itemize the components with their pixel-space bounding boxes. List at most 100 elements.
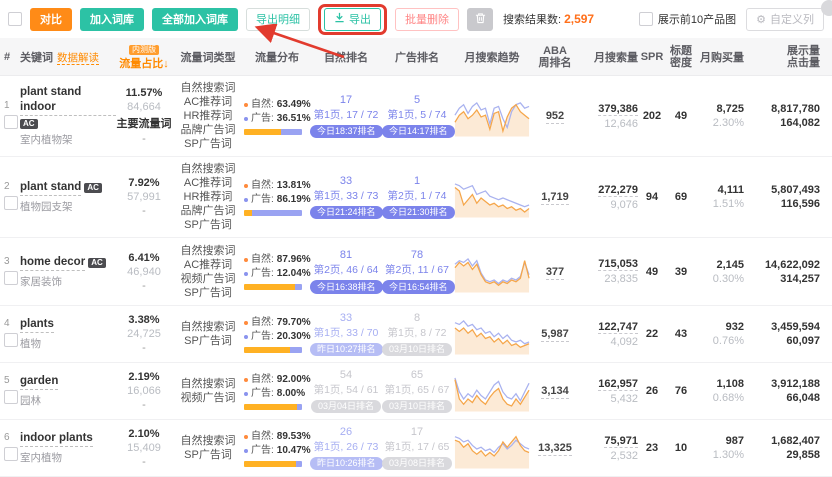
keyword-link[interactable]: plant stand indoor bbox=[20, 85, 116, 116]
volume-value[interactable]: 162,957 bbox=[598, 377, 638, 391]
row-checkbox[interactable] bbox=[4, 270, 18, 285]
table-row: 4 plants 植物 3.38% 24,725 - 自然搜索词 SP广告词 自然… bbox=[0, 306, 832, 363]
row-checkbox[interactable] bbox=[4, 196, 18, 210]
result-count-value: 2,597 bbox=[564, 12, 595, 26]
aba-rank-value[interactable]: 952 bbox=[545, 110, 565, 124]
purchase-rate: 2.30% bbox=[712, 117, 744, 129]
help-bubble[interactable] bbox=[821, 0, 832, 16]
ad-rank-time-badge[interactable]: 今日16:54排名 bbox=[382, 280, 455, 294]
volume-value[interactable]: 715,053 bbox=[598, 258, 638, 271]
traffic-type: AC推荐词 bbox=[183, 177, 233, 189]
keyword-link[interactable]: garden bbox=[20, 374, 59, 390]
organic-rank-time-badge[interactable]: 今日21:24排名 bbox=[310, 205, 383, 220]
organic-dist-label: 自然: bbox=[251, 98, 274, 110]
download-icon bbox=[334, 12, 345, 26]
ad-dist-pct: 12.04% bbox=[276, 268, 311, 279]
organic-dist-label: 自然: bbox=[251, 373, 274, 385]
header-aba-line2: 周排名 bbox=[538, 56, 572, 69]
volume-value[interactable]: 75,971 bbox=[604, 434, 638, 448]
row-checkbox[interactable] bbox=[4, 333, 18, 347]
aba-rank-cell: 13,325 bbox=[532, 442, 578, 456]
traffic-type: 自然搜索词 bbox=[180, 163, 236, 175]
traffic-share-count: 84,664 bbox=[127, 101, 161, 113]
ad-dist-label: 广告: bbox=[251, 387, 274, 399]
row-index-cell: 4 bbox=[4, 318, 20, 350]
aba-rank-value[interactable]: 377 bbox=[545, 265, 565, 280]
ad-rank-cell: 5 第1页, 5 / 74 今日14:17排名 bbox=[382, 94, 455, 139]
traffic-type: SP广告词 bbox=[184, 286, 232, 299]
organic-rank-cell: 17 第1页, 17 / 72 今日18:37排名 bbox=[310, 94, 383, 139]
export-detail-button[interactable]: 导出明细 bbox=[246, 7, 310, 31]
ad-rank-time-badge[interactable]: 03月10日排名 bbox=[382, 342, 453, 357]
show-top10-checkbox[interactable] bbox=[638, 12, 653, 26]
traffic-share-count: 57,991 bbox=[127, 191, 161, 203]
traffic-dist-bar bbox=[244, 209, 302, 216]
purchase-value: 932 bbox=[725, 321, 744, 333]
volume-sub-value: 2,532 bbox=[610, 449, 638, 462]
volume-value[interactable]: 122,747 bbox=[598, 320, 638, 334]
traffic-type: 自然搜索词 bbox=[180, 321, 236, 333]
ad-rank-time-badge[interactable]: 今日14:17排名 bbox=[382, 124, 455, 139]
organic-rank-time-badge[interactable]: 03月04日排名 bbox=[310, 399, 382, 414]
volume-cell: 75,971 2,532 bbox=[578, 435, 638, 462]
traffic-dist-cell: 自然: 89.53% 广告: 10.47% bbox=[244, 430, 311, 467]
organic-rank-time-badge[interactable]: 昨日10:26排名 bbox=[310, 456, 383, 471]
export-button[interactable]: 导出 bbox=[324, 7, 381, 31]
aba-rank-value[interactable]: 13,325 bbox=[538, 442, 572, 456]
keyword-link[interactable]: plant stand bbox=[20, 180, 82, 196]
add-to-lexicon-button[interactable]: 加入词库 bbox=[80, 7, 144, 31]
row-checkbox[interactable] bbox=[4, 115, 18, 129]
row-index-cell: 1 bbox=[4, 100, 20, 132]
organic-rank-time-badge[interactable]: 昨日10:27排名 bbox=[310, 342, 383, 357]
organic-dot-icon bbox=[244, 258, 248, 262]
search-trend-sparkline bbox=[454, 377, 530, 412]
keyword-link[interactable]: home decor bbox=[20, 255, 86, 271]
aba-rank-value[interactable]: 3,134 bbox=[541, 385, 569, 399]
ad-rank-time-badge[interactable]: 今日21:30排名 bbox=[382, 205, 455, 220]
volume-value[interactable]: 379,386 bbox=[598, 102, 638, 116]
volume-cell: 162,957 5,432 bbox=[578, 378, 638, 405]
volume-cell: 122,747 4,092 bbox=[578, 321, 638, 348]
ad-dist-line: 广告: 10.47% bbox=[244, 444, 311, 458]
compare-button[interactable]: 对比 bbox=[30, 7, 72, 31]
table-row: 3 home decor AC 家居装饰 6.41% 46,940 - 自然搜索… bbox=[0, 238, 832, 306]
organic-rank-time-badge[interactable]: 今日16:38排名 bbox=[310, 280, 383, 294]
organic-dot-icon bbox=[244, 377, 248, 382]
trash-button[interactable] bbox=[467, 7, 493, 31]
organic-dot-icon bbox=[244, 102, 248, 107]
clicks-value: 66,048 bbox=[786, 392, 820, 404]
ad-rank-time-badge[interactable]: 03月08日排名 bbox=[382, 456, 453, 471]
ac-badge: AC bbox=[20, 119, 38, 129]
volume-sub-value: 5,432 bbox=[610, 392, 638, 405]
ad-rank-time-badge[interactable]: 03月10日排名 bbox=[382, 399, 453, 414]
ad-dist-line: 广告: 8.00% bbox=[244, 387, 310, 401]
volume-value[interactable]: 272,279 bbox=[598, 183, 638, 197]
ad-dist-line: 广告: 12.04% bbox=[244, 267, 311, 281]
gear-icon: ⚙ bbox=[756, 13, 766, 26]
header-data-insight[interactable]: 数据解读 bbox=[57, 51, 99, 65]
traffic-dist-cell: 自然: 13.81% 广告: 86.19% bbox=[244, 179, 311, 216]
row-checkbox[interactable] bbox=[4, 447, 18, 461]
organic-dist-pct: 79.70% bbox=[276, 316, 311, 328]
table-header: # 关键词 数据解读 内测版 流量占比↓ 流量词类型 流量分布 自然排名 广告排名… bbox=[0, 38, 832, 76]
organic-rank-page: 第1页, 17 / 72 bbox=[313, 108, 379, 121]
header-traffic-share-sort[interactable]: 内测版 流量占比↓ bbox=[116, 43, 172, 71]
customize-columns-button[interactable]: ⚙ 自定义列 bbox=[746, 7, 824, 31]
result-count-label: 搜索结果数: bbox=[503, 14, 562, 26]
annotation-highlight-box: 导出 bbox=[318, 3, 387, 35]
organic-rank-time-badge[interactable]: 今日18:37排名 bbox=[310, 124, 383, 139]
organic-dist-label: 自然: bbox=[251, 430, 274, 442]
add-all-to-lexicon-button[interactable]: 全部加入词库 bbox=[152, 7, 238, 31]
row-checkbox[interactable] bbox=[4, 390, 18, 404]
show-top10-toggle[interactable]: 展示前10产品图 bbox=[638, 11, 736, 27]
traffic-share-pct: 2.19% bbox=[128, 371, 160, 383]
aba-rank-value[interactable]: 1,719 bbox=[541, 191, 569, 205]
select-all-checkbox[interactable] bbox=[8, 12, 22, 26]
keyword-link[interactable]: plants bbox=[20, 317, 54, 333]
keyword-link[interactable]: indoor plants bbox=[20, 431, 93, 447]
ad-rank-value: 1 bbox=[413, 174, 421, 187]
ad-rank-cell: 78 第2页, 11 / 67 今日16:54排名 bbox=[382, 249, 455, 294]
batch-delete-button[interactable]: 批量删除 bbox=[395, 7, 459, 31]
aba-rank-value[interactable]: 5,987 bbox=[541, 328, 569, 342]
